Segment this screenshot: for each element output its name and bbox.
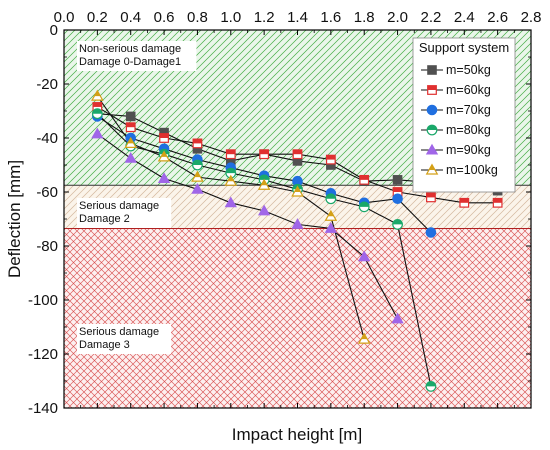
zone-area-3 — [64, 228, 531, 408]
zone-label-background — [77, 324, 172, 354]
data-point-m-90kg — [224, 196, 237, 208]
data-point-m-90kg — [358, 250, 371, 262]
x-tick-label: 0.4 — [120, 9, 141, 26]
data-point-m-100kg — [357, 332, 371, 344]
legend-marker — [426, 124, 438, 136]
data-point-m-50kg — [392, 175, 403, 185]
data-point-m-80kg — [192, 159, 203, 171]
data-point-m-60kg — [259, 149, 270, 160]
x-tick-label: 1.2 — [254, 9, 275, 26]
series-markers — [91, 89, 503, 392]
zone-label: Damage 2 — [79, 213, 130, 225]
data-point-m-60kg — [225, 149, 236, 160]
legend: Support system m=50kg m=60kg m=70kg m=80kg m=… — [412, 37, 516, 193]
data-point-m-70kg — [425, 227, 437, 238]
series-line-m-90kg — [97, 133, 399, 320]
data-point-m-80kg — [358, 201, 370, 213]
data-point-m-100kg — [124, 136, 138, 148]
legend-marker — [425, 163, 439, 175]
x-tick-label: 1.4 — [287, 9, 308, 26]
data-point-m-60kg — [325, 154, 336, 165]
x-tick-label: 2.8 — [521, 9, 542, 26]
zone-label: Serious damage — [79, 200, 159, 212]
legend-title: Support system — [419, 40, 509, 55]
data-point-m-70kg — [392, 193, 403, 205]
legend-box — [412, 37, 516, 193]
x-tick-label: 2.4 — [454, 9, 475, 26]
x-axis-title: Impact height [m] — [232, 425, 362, 444]
data-point-m-90kg — [324, 222, 338, 233]
data-point-m-90kg — [124, 151, 137, 163]
data-point-m-90kg — [157, 172, 171, 183]
x-tick-label: 0.6 — [154, 9, 175, 26]
y-tick-label: -120 — [28, 346, 58, 363]
x-tick-label: 2.0 — [387, 9, 408, 26]
legend-marker — [426, 104, 438, 116]
data-point-m-60kg — [426, 192, 436, 203]
data-point-m-60kg — [292, 149, 303, 160]
data-point-m-100kg — [257, 178, 271, 190]
data-point-m-60kg — [492, 197, 503, 208]
zone-label-background — [77, 198, 172, 228]
data-point-m-60kg — [125, 122, 136, 133]
zone-label: Damage 0-Damage1 — [79, 56, 181, 68]
data-point-m-50kg — [125, 111, 136, 122]
zone-label: Serious damage — [79, 326, 159, 338]
data-point-m-80kg — [91, 108, 103, 120]
data-point-m-80kg — [425, 381, 437, 392]
y-tick-label: -100 — [28, 292, 58, 309]
data-point-m-100kg — [91, 89, 104, 101]
data-point-m-90kg — [291, 218, 304, 229]
y-tick-label: -40 — [36, 130, 58, 147]
data-point-m-100kg — [291, 185, 304, 197]
data-point-m-60kg — [359, 174, 370, 185]
x-tick-label: 2.6 — [487, 9, 508, 26]
legend-marker — [427, 65, 437, 75]
data-point-m-90kg — [91, 127, 104, 139]
data-point-m-100kg — [157, 150, 171, 162]
data-point-m-90kg — [391, 312, 404, 324]
legend-entry-label: m=100kg — [446, 163, 498, 177]
y-axis-title: Deflection [mm] — [5, 160, 24, 278]
zone-label-background — [77, 41, 197, 71]
legend-entry-label: m=80kg — [446, 123, 491, 137]
y-tick-label: -60 — [36, 184, 58, 201]
y-tick-label: -80 — [36, 238, 58, 255]
x-tick-label: 0.2 — [87, 9, 108, 26]
zone-label: Damage 3 — [79, 339, 130, 351]
x-tick-label: 0.0 — [54, 9, 75, 26]
legend-entry-label: m=60kg — [446, 83, 491, 97]
data-point-m-90kg — [257, 204, 271, 216]
axes: 0.0 0.2 0.4 0.6 0.8 1.0 1.2 1.4 1.6 1.8 2.0 2.2 2.4 2… — [28, 9, 541, 417]
x-tick-label: 1.6 — [320, 9, 341, 26]
x-tick-label: 1.0 — [220, 9, 241, 26]
data-point-m-60kg — [159, 133, 169, 143]
x-tick-label: 2.2 — [420, 9, 441, 26]
y-tick-label: -20 — [36, 76, 58, 93]
data-point-m-80kg — [392, 218, 403, 230]
data-point-m-100kg — [191, 170, 204, 182]
legend-entry-label: m=70kg — [446, 103, 491, 117]
x-tick-label: 0.8 — [187, 9, 208, 26]
y-tick-label: -140 — [28, 400, 58, 417]
legend-marker — [427, 85, 437, 95]
y-tick-label: 0 — [50, 22, 58, 39]
data-point-m-90kg — [191, 182, 204, 194]
legend-entry-label: m=50kg — [446, 63, 491, 77]
legend-entry-label: m=90kg — [446, 143, 491, 157]
data-point-m-60kg — [192, 138, 203, 149]
data-point-m-100kg — [224, 174, 238, 186]
legend-marker — [425, 143, 439, 155]
x-tick-label: 1.8 — [354, 9, 375, 26]
data-point-m-80kg — [325, 193, 337, 205]
data-point-m-60kg — [459, 197, 470, 208]
zone-label: Non-serious damage — [79, 43, 181, 55]
data-point-m-100kg — [324, 209, 338, 221]
